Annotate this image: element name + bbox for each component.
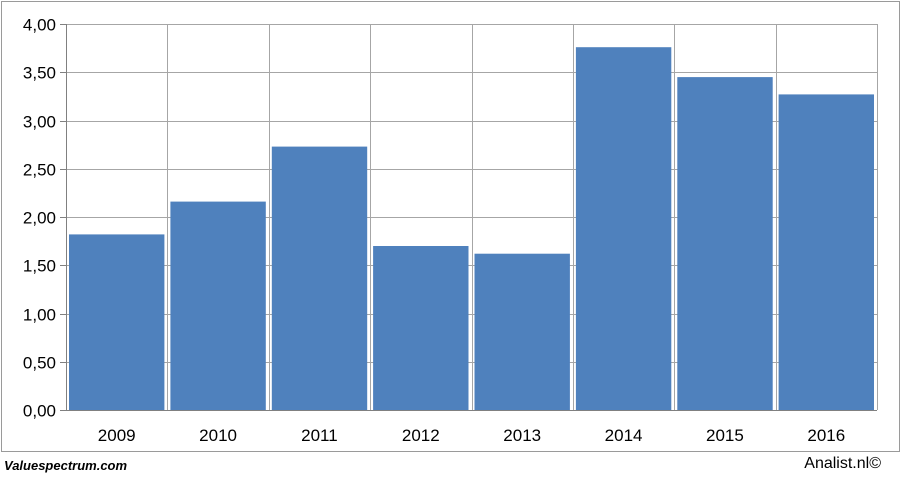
bars-layer bbox=[69, 47, 874, 411]
axis-layer bbox=[60, 24, 877, 411]
y-tick-label: 3,50 bbox=[23, 64, 56, 83]
bar-2010 bbox=[170, 201, 266, 410]
x-tick-label: 2016 bbox=[807, 426, 845, 445]
y-tick-label: 4,00 bbox=[23, 16, 56, 35]
source-credit-right: Analist.nl© bbox=[804, 455, 881, 472]
x-tick-label: 2010 bbox=[199, 426, 237, 445]
x-tick-label: 2009 bbox=[98, 426, 136, 445]
bar-2016 bbox=[778, 94, 874, 411]
x-tick-label: 2015 bbox=[706, 426, 744, 445]
x-tick-label: 2014 bbox=[605, 426, 643, 445]
labels-layer: 0,00 0,50 1,00 1,50 2,00 2,50 3,00 3,50 4,00 2009… bbox=[23, 16, 845, 446]
bar-2014 bbox=[575, 47, 672, 410]
bar-2011 bbox=[271, 146, 368, 410]
source-credit-left: Valuespectrum.com bbox=[4, 458, 128, 473]
y-tick-label: 0,00 bbox=[23, 402, 56, 421]
x-tick-label: 2012 bbox=[402, 426, 440, 445]
bar-2013 bbox=[474, 253, 570, 410]
bar-2015 bbox=[677, 77, 773, 410]
y-tick-label: 1,50 bbox=[23, 257, 56, 276]
y-tick-label: 2,50 bbox=[23, 161, 56, 180]
y-tick-label: 1,00 bbox=[23, 306, 56, 325]
bar-2009 bbox=[69, 234, 165, 410]
x-tick-label: 2011 bbox=[301, 426, 338, 445]
y-tick-label: 2,00 bbox=[23, 209, 56, 228]
y-tick-label: 0,50 bbox=[23, 354, 56, 373]
y-tick-label: 3,00 bbox=[23, 113, 56, 132]
bar-2012 bbox=[373, 246, 469, 410]
x-tick-label: 2013 bbox=[503, 426, 541, 445]
